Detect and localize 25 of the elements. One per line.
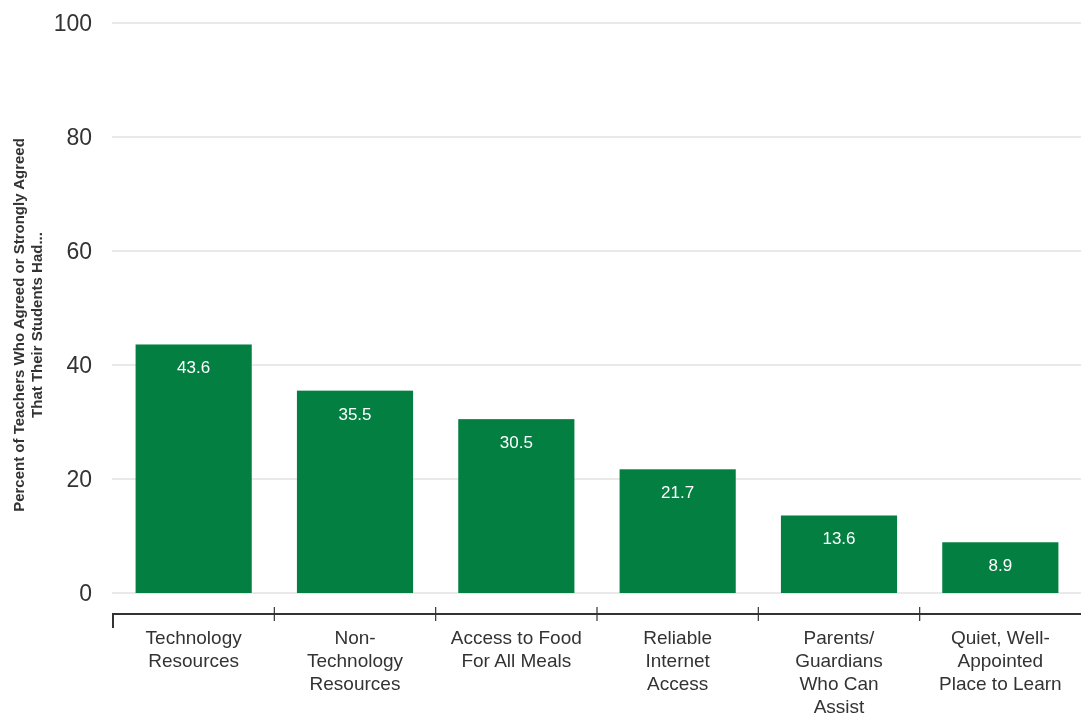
x-tick-label: Non- Technology Resources (306, 627, 404, 694)
x-tick-label: Parents/ Guardians Who Can Assist (795, 627, 883, 717)
x-tick-label: Access to Food For All Meals (450, 627, 582, 671)
y-tick-label: 20 (66, 466, 92, 493)
bar (296, 390, 414, 593)
y-axis-title: Percent of Teachers Who Agreed or Strongly Agreed That Their Students Had... (10, 138, 45, 512)
bar (458, 419, 575, 593)
data-label: 21.7 (661, 483, 695, 503)
y-tick-label: 0 (79, 580, 92, 607)
y-tick-label: 80 (66, 124, 92, 151)
data-label: 43.6 (177, 358, 211, 378)
data-label: 35.5 (338, 404, 372, 424)
x-tick-label: Reliable Internet Access (643, 627, 712, 694)
bar (942, 542, 1059, 593)
y-tick-label: 60 (66, 238, 92, 265)
data-label: 13.6 (822, 529, 856, 549)
bar (135, 344, 252, 593)
data-label: 8.9 (988, 556, 1013, 576)
bar (619, 469, 736, 593)
x-tick-label: Quiet, Well- Appointed Place to Learn (939, 627, 1062, 694)
y-tick-label: 100 (53, 10, 92, 37)
y-tick-label: 40 (66, 352, 92, 379)
data-label: 30.5 (499, 433, 533, 453)
bar (780, 515, 898, 593)
x-tick-label: Technology Resources (145, 627, 243, 671)
